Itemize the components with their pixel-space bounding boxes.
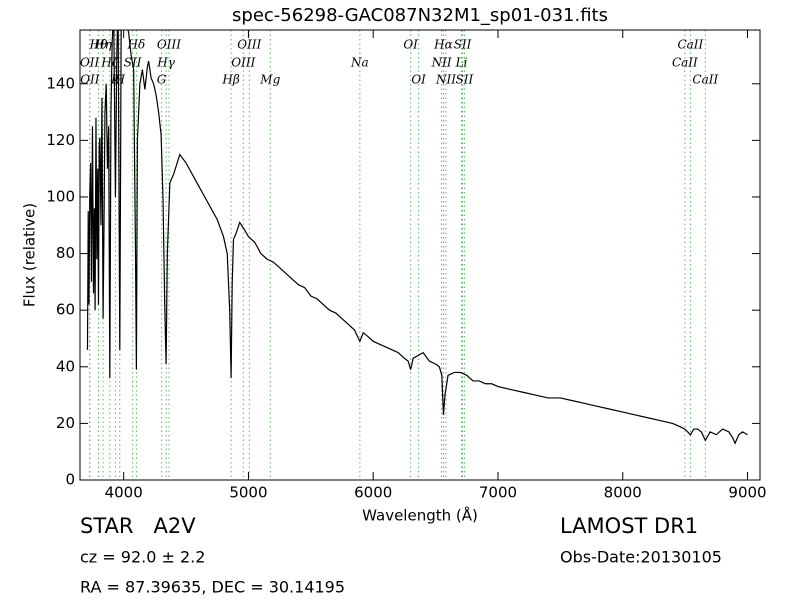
spectral-line-label: CaII	[677, 38, 703, 52]
spectral-line-label: OII	[80, 56, 100, 70]
x-tick-label: 5000	[229, 484, 267, 502]
plot-area	[86, 30, 748, 480]
spectral-line-label: OI	[411, 73, 426, 87]
y-tick-label: 140	[46, 74, 75, 92]
spectral-line-label: OIII	[237, 38, 261, 52]
spectral-line-label: Hθ	[89, 38, 108, 52]
spectral-line-label: Mg	[259, 73, 280, 87]
spectral-line-label: Li	[455, 56, 468, 70]
y-tick-label: 80	[56, 244, 75, 262]
plot-frame	[79, 29, 761, 481]
spectral-line-label: OIII	[157, 38, 181, 52]
spectral-line-label: OI	[403, 38, 418, 52]
y-tick-label: 100	[46, 187, 75, 205]
spectral-line-label: OII	[80, 73, 100, 87]
x-tick-label: 8000	[604, 484, 642, 502]
y-tick-label: 120	[46, 131, 75, 149]
spectral-line-label: Hα	[433, 38, 453, 52]
y-tick-label: 40	[56, 357, 75, 375]
spectral-line-label: Hη	[93, 38, 112, 52]
spectral-line-label: K	[110, 73, 121, 87]
obs-date: Obs-Date:20130105	[560, 548, 722, 567]
survey: LAMOST DR1	[560, 514, 698, 538]
spectral-line-label: Hβ	[221, 73, 239, 87]
spectral-line-label: Hγ	[156, 56, 175, 70]
spectral-line-label: Na	[350, 56, 369, 70]
x-tick-label: 6000	[354, 484, 392, 502]
spectral-line-label: OIII	[231, 56, 255, 70]
spectral-line-label: SII	[124, 56, 142, 70]
spectral-line-label: H	[114, 73, 126, 87]
y-tick-label: 60	[56, 301, 75, 319]
spectral-line-label: NII	[431, 56, 452, 70]
spectral-line-label: Hζ	[100, 56, 119, 70]
spectral-line-label: Hδ	[127, 38, 146, 52]
y-axis-label: Flux (relative)	[21, 203, 39, 307]
spectral-line-label: CaII	[692, 73, 718, 87]
redshift: cz = 92.0 ± 2.2	[80, 548, 205, 567]
y-tick-label: 20	[56, 414, 75, 432]
y-tick-label: 0	[65, 471, 75, 489]
spectral-line-label: G	[157, 73, 167, 87]
spectral-line-label: SII	[456, 73, 474, 87]
spectral-line-label: NII	[435, 73, 456, 87]
spectrum-line	[86, 30, 748, 445]
coordinates: RA = 87.39635, DEC = 30.14195	[80, 578, 345, 597]
x-tick-label: 9000	[728, 484, 766, 502]
x-tick-label: 7000	[479, 484, 517, 502]
object-class: STAR A2V	[80, 514, 196, 538]
spectral-line-label: SII	[454, 38, 472, 52]
chart-title: spec-56298-GAC087N32M1_sp01-031.fits	[232, 5, 608, 26]
x-axis-label: Wavelength (Å)	[362, 506, 478, 525]
spectral-line-label: CaII	[672, 56, 698, 70]
x-tick-label: 4000	[105, 484, 143, 502]
